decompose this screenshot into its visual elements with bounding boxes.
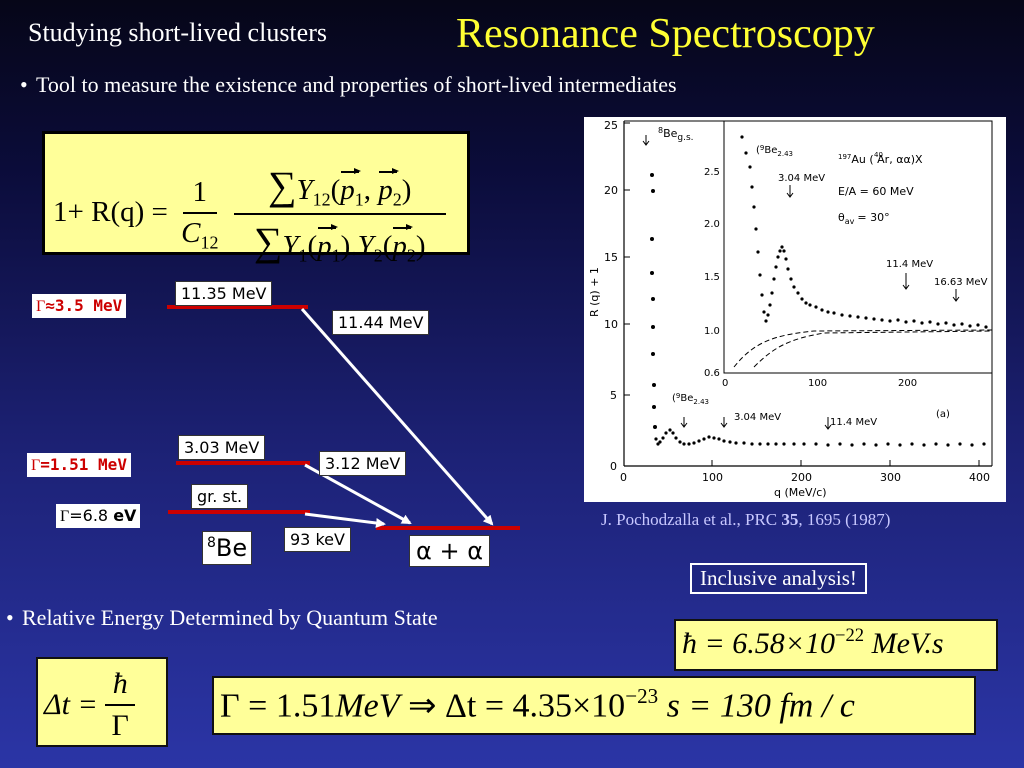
bullet-relative-energy: • Relative Energy Determined by Quantum S… <box>6 605 438 631</box>
plot-reaction-sup-40: 40 <box>874 151 883 159</box>
correlation-formula-box: 1+ R(q) = 1 C12 ∑Y12(p1, p2) ∑Y1(p1).Y2(… <box>42 131 470 266</box>
plot-label-114-inset: 11.4 MeV <box>886 259 933 270</box>
inclusive-analysis-label: Inclusive analysis! <box>690 563 867 594</box>
bullet-tool-description: • Tool to measure the existence and prope… <box>20 72 677 98</box>
inset-y-tick: 1.0 <box>704 326 720 337</box>
level-energy-11-35: 11.35 MeV <box>175 281 273 306</box>
correlation-formula: 1+ R(q) = 1 C12 ∑Y12(p1, p2) ∑Y1(p1).Y2(… <box>53 162 446 267</box>
inset-y-tick: 1.5 <box>704 272 720 283</box>
plot-tick-labels: 0 5 10 15 20 25 0 100 200 300 400 <box>604 119 990 484</box>
plot-x-axis-title: q (MeV/c) <box>774 486 827 499</box>
plot-x-tick: 300 <box>880 471 901 484</box>
plot-label-be243-inset: (9Be2.43 <box>756 144 793 158</box>
uncertainty-formula: Δt = ħ Γ <box>44 667 136 743</box>
plot-inset-annotations: (9Be2.43 3.04 MeV 11.4 MeV 16.63 MeV 197… <box>756 144 988 288</box>
plot-x-tick: 0 <box>620 471 627 484</box>
level-ground-state: gr. st. <box>191 484 249 509</box>
fraction-bar <box>105 704 136 706</box>
bullet-marker: • <box>20 72 28 97</box>
lifetime-equation: Γ = 1.51MeV ⇒ Δt = 4.35×10−23 s = 130 fm… <box>220 684 855 725</box>
slide-title: Resonance Spectroscopy <box>456 11 875 57</box>
hbar-equation-box: ħ = 6.58×10−22 MeV.s <box>674 619 998 671</box>
width-label-3-5: Γ≈3.5 MeV <box>32 294 127 318</box>
bullet-text: Relative Energy Determined by Quantum St… <box>22 605 438 630</box>
ratio-denominator: ∑Y1(p1).Y2(p2) <box>253 219 426 266</box>
plot-label-be243-main: (9Be2.43 <box>672 392 709 406</box>
plot-y-tick: 20 <box>604 184 618 197</box>
plot-label-be-gs: 8Beg.s. <box>658 126 694 143</box>
level-energy-11-44: 11.44 MeV <box>332 310 430 335</box>
plot-y-tick: 10 <box>604 318 618 331</box>
level-energy-93kev: 93 keV <box>284 527 351 552</box>
figure-citation: J. Pochodzalla et al., PRC 35, 1695 (198… <box>601 510 891 529</box>
plot-label-1663: 16.63 MeV <box>934 277 988 288</box>
formula-coefficient: 1 C12 <box>181 176 218 253</box>
plot-y-tick: 15 <box>604 251 618 264</box>
plot-x-tick: 200 <box>791 471 812 484</box>
plot-main-points <box>650 173 986 447</box>
fraction-bar <box>233 213 446 216</box>
plot-energy-per-a: E/A = 60 MeV <box>838 185 914 198</box>
formula-yield-ratio: ∑Y12(p1, p2) ∑Y1(p1).Y2(p2) <box>233 162 446 267</box>
plot-y-tick: 5 <box>610 389 617 402</box>
inset-x-tick: 100 <box>808 378 827 389</box>
formula-lhs: 1+ R(q) = <box>53 195 168 228</box>
lifetime-equation-box: Γ = 1.51MeV ⇒ Δt = 4.35×10−23 s = 130 fm… <box>212 676 976 735</box>
inset-y-tick: 2.0 <box>704 219 720 230</box>
plot-y-tick: 25 <box>604 119 618 132</box>
coefficient-numerator: 1 <box>192 175 208 208</box>
plot-label-114-main: 11.4 MeV <box>830 417 877 428</box>
plot-panel-label: (a) <box>936 409 950 420</box>
plot-y-tick: 0 <box>610 460 617 473</box>
inset-x-tick: 0 <box>722 378 728 389</box>
hbar-equation: ħ = 6.58×10−22 MeV.s <box>682 625 944 661</box>
inset-x-tick: 200 <box>898 378 917 389</box>
plot-y-axis-title: R (q) + 1 <box>588 267 601 317</box>
plot-reaction: 197Au ( Ar, αα)X <box>838 153 923 166</box>
level-energy-3-03: 3.03 MeV <box>178 435 266 460</box>
plot-x-tick: 100 <box>702 471 723 484</box>
uncertainty-formula-box: Δt = ħ Γ <box>36 657 168 747</box>
plot-label-304-main: 3.04 MeV <box>734 412 781 423</box>
width-label-6-8: Γ=6.8 eV <box>56 504 141 528</box>
bullet-text: Tool to measure the existence and proper… <box>36 72 677 97</box>
slide-subtitle: Studying short-lived clusters <box>28 18 327 47</box>
level-energy-3-12: 3.12 MeV <box>319 451 407 476</box>
decay-arrow-ground <box>304 512 386 528</box>
fraction-bar <box>182 211 217 214</box>
uncertainty-fraction: ħ Γ <box>105 667 136 743</box>
decay-arrow-11-35 <box>300 308 494 526</box>
plot-main-annotations: 8Beg.s. (9Be2.43 3.04 MeV 11.4 MeV (a) <box>658 126 950 428</box>
plot-inset-ticks: 0.6 1.0 1.5 2.0 2.5 0 100 200 <box>704 167 917 389</box>
plot-theta: θav = 30° <box>838 211 890 226</box>
inset-y-tick: 2.5 <box>704 167 720 178</box>
coefficient-denominator: C12 <box>181 216 219 252</box>
width-label-1-51: Γ=1.51 MeV <box>27 453 131 477</box>
plot-x-tick: 400 <box>969 471 990 484</box>
nucleus-8be-label: 8Be <box>202 531 253 565</box>
bullet-marker: • <box>6 605 14 630</box>
ratio-numerator: ∑Y12(p1, p2) <box>267 163 412 210</box>
alpha-alpha-label: α + α <box>409 535 491 567</box>
inset-y-tick: 0.6 <box>704 368 720 379</box>
plot-inset-points <box>740 135 988 329</box>
correlation-plot: 0 5 10 15 20 25 0 100 200 300 400 q (MeV… <box>584 117 1006 502</box>
plot-label-304-inset: 3.04 MeV <box>778 173 825 184</box>
